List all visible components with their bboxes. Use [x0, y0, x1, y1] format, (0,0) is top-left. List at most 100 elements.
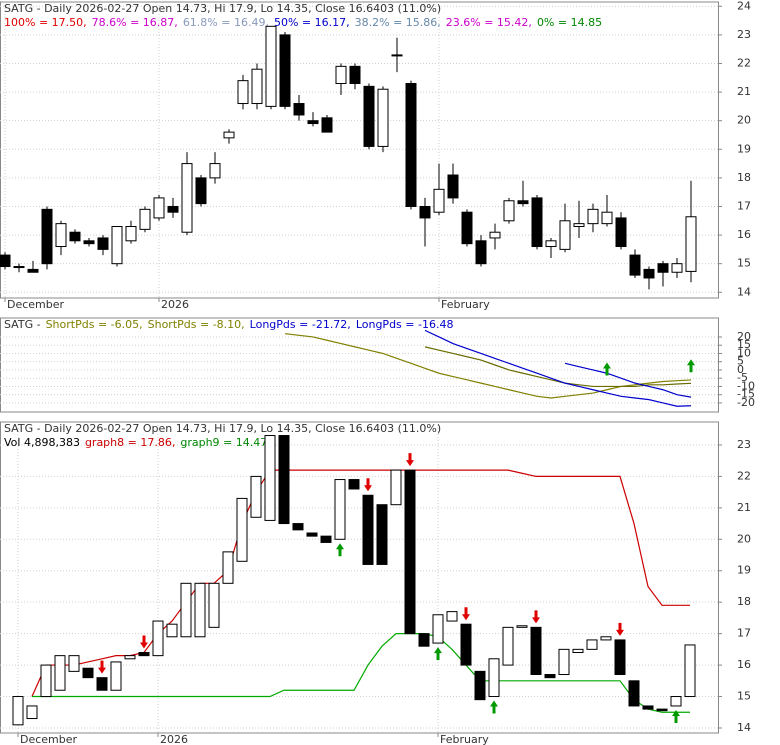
legend-entry: Vol 4,898,383 [4, 436, 80, 449]
candle-body [531, 197, 543, 248]
candle-body [96, 677, 108, 691]
candle-body [559, 220, 571, 250]
x-tick-label: February [441, 298, 490, 311]
title-text: SATG - Daily 2026-02-27 Open 14.73, Hi 1… [4, 422, 441, 435]
y-tick-label: 23 [737, 28, 751, 41]
y-tick-label: 15 [737, 338, 751, 351]
candle-body [474, 670, 486, 701]
y-tick-label: 19 [737, 142, 751, 155]
candle-body [446, 611, 458, 622]
buy-arrow [336, 543, 344, 557]
candle-body [0, 254, 11, 268]
y-tick-label: 15 [737, 257, 751, 270]
y-tick-label: 17 [737, 199, 751, 212]
series-line [31, 469, 690, 697]
y-tick-label: 15 [737, 690, 751, 703]
candle-body [41, 208, 53, 265]
candle-body [684, 644, 696, 698]
candle-body [685, 216, 697, 272]
candle-body [460, 623, 472, 666]
candle-body [600, 636, 612, 641]
candle-body [180, 582, 192, 638]
y-tick-label: 20 [737, 532, 751, 545]
candle-body [181, 163, 193, 233]
y-tick-label: 22 [737, 469, 751, 482]
legend-entry: 50% = 16.17, [274, 16, 350, 29]
candle-body [601, 211, 613, 225]
candle-body [670, 696, 682, 707]
candle-body [68, 655, 80, 672]
x-tick-label: February [440, 733, 489, 745]
y-tick-label: 14 [737, 285, 751, 298]
candle-body [13, 266, 25, 269]
candle-body [12, 696, 24, 726]
y-tick-label: 21 [737, 85, 751, 98]
panel-frame [0, 421, 719, 734]
series-line [284, 333, 692, 399]
sell-arrow [616, 622, 624, 636]
sell-arrow [406, 453, 414, 467]
legend-entry: 23.6% = 15.42, [446, 16, 532, 29]
y-tick-label: 18 [737, 171, 751, 184]
candle-body [237, 80, 249, 105]
legend-entry: 78.6% = 16.87, [92, 16, 178, 29]
buy-arrow [672, 709, 680, 723]
candle-body [502, 626, 514, 666]
candle-body [586, 639, 598, 650]
y-tick-label: 21 [737, 501, 751, 514]
candle-body [405, 83, 417, 207]
candle-body [110, 661, 122, 691]
candle-body [657, 263, 669, 273]
candle-body [545, 240, 557, 248]
series-line [32, 633, 690, 713]
candle-body [629, 254, 641, 276]
candle-body [320, 535, 332, 543]
y-tick-label: 14 [737, 721, 751, 734]
candle-body [222, 551, 234, 584]
legend-entry: graph9 = 14.47 [180, 436, 267, 449]
y-tick-label: 20 [737, 114, 751, 127]
candle-body [517, 200, 529, 205]
legend-entry: ShortPds = -6.05, [46, 318, 143, 331]
candle-body [167, 205, 179, 213]
candle-body [138, 651, 150, 657]
candle-body [587, 208, 599, 225]
x-tick-label: 2026 [161, 298, 189, 311]
y-tick-label: 19 [737, 564, 751, 577]
series-line [424, 329, 692, 407]
legend-entry: graph8 = 17.86, [85, 436, 175, 449]
candle-body [656, 708, 668, 712]
candle-body [153, 197, 165, 219]
candle-body [278, 435, 290, 525]
candle-body [671, 263, 683, 273]
candle-body [475, 240, 487, 265]
buy-arrow [603, 362, 611, 376]
candle-body [628, 680, 640, 707]
candle-body [362, 494, 374, 565]
y-tick-label: 24 [737, 0, 751, 12]
legend-entry: 61.8% = 16.49, [183, 16, 269, 29]
legend-entry: 100% = 17.50, [4, 16, 87, 29]
candle-body [572, 648, 584, 653]
sell-arrow [532, 610, 540, 624]
buy-arrow [490, 700, 498, 714]
candle-body [292, 523, 304, 531]
candle-body [293, 103, 305, 116]
candle-body [54, 655, 66, 691]
candle-body [404, 469, 416, 635]
candle-body [139, 208, 151, 230]
candle-body [195, 177, 207, 205]
panel-title: SATG - ShortPds = -6.05, ShortPds = -8.10,… [4, 318, 453, 331]
y-tick-label: 16 [737, 228, 751, 241]
candle-body [250, 475, 262, 518]
sell-arrow [364, 478, 372, 492]
candle-body [26, 705, 38, 720]
candle-body [573, 223, 585, 228]
candle-body [503, 200, 515, 222]
candle-body [334, 479, 346, 540]
candle-body [236, 497, 248, 562]
candle-body [83, 240, 95, 245]
sell-arrow [462, 607, 470, 621]
candle-body [40, 664, 52, 698]
